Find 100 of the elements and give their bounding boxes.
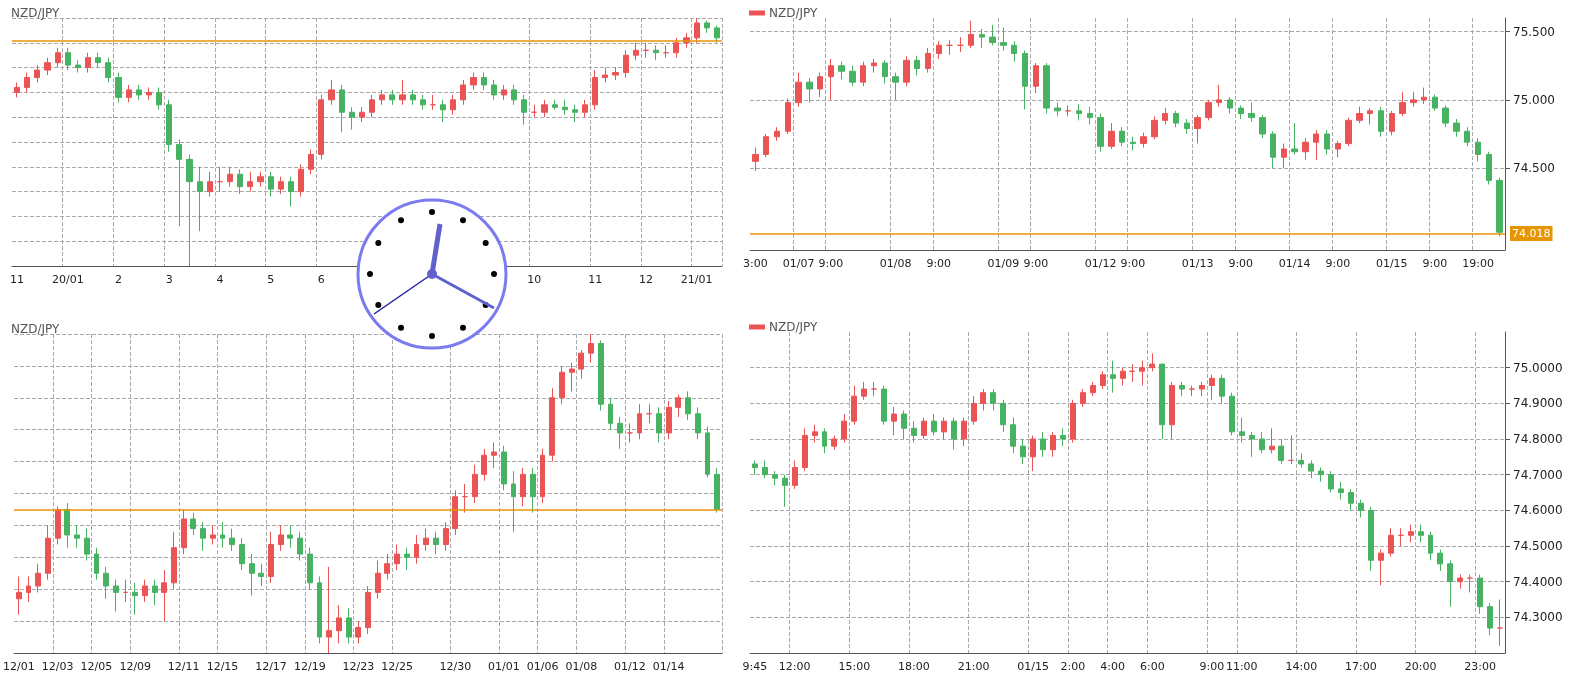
candlestick bbox=[14, 81, 20, 98]
candlestick bbox=[1348, 488, 1354, 511]
candlestick bbox=[1100, 370, 1106, 390]
candlestick bbox=[822, 427, 827, 454]
x-tick-label: 01/15 bbox=[1375, 257, 1408, 270]
x-tick-label: 9:00 bbox=[1023, 257, 1049, 270]
candlestick bbox=[75, 59, 81, 74]
candlestick bbox=[979, 28, 985, 49]
candlestick bbox=[433, 531, 439, 555]
candlestick bbox=[161, 569, 167, 622]
candlestick bbox=[921, 417, 927, 440]
candlestick bbox=[443, 521, 449, 552]
candlestick bbox=[1496, 177, 1503, 237]
candlestick bbox=[423, 528, 429, 552]
candlestick bbox=[460, 79, 466, 106]
candlestick bbox=[931, 413, 937, 436]
candlestick bbox=[971, 395, 977, 426]
candlestick bbox=[663, 44, 669, 59]
candlestick bbox=[592, 69, 598, 111]
x-tick-label: 01/08 bbox=[565, 660, 598, 673]
candlestick bbox=[26, 575, 31, 603]
candlestick bbox=[64, 502, 70, 549]
x-tick-label: 01/15 bbox=[1017, 660, 1049, 673]
y-tick-label: 74.6000 bbox=[1513, 503, 1563, 518]
x-tick-label: 5 bbox=[267, 273, 275, 286]
candlestick bbox=[404, 547, 410, 571]
candlestick bbox=[257, 171, 264, 188]
candlestick bbox=[136, 84, 142, 101]
candlestick bbox=[84, 528, 90, 561]
candlestick bbox=[588, 333, 594, 364]
candlestick bbox=[653, 44, 659, 61]
candlestick bbox=[298, 163, 304, 198]
candlestick bbox=[384, 553, 390, 581]
x-tick-label: 12/11 bbox=[167, 660, 200, 673]
candlestick bbox=[1022, 50, 1028, 110]
candlestick bbox=[399, 79, 406, 106]
x-tick-label: 10 bbox=[527, 273, 542, 286]
candlestick bbox=[1033, 62, 1039, 94]
candlestick bbox=[379, 89, 385, 106]
candlestick bbox=[501, 445, 507, 491]
x-tick-label: 12/25 bbox=[381, 660, 413, 673]
candlestick bbox=[871, 381, 877, 397]
candlestick bbox=[491, 79, 497, 101]
x-tick-label: 01/12 bbox=[614, 660, 646, 673]
candlestick bbox=[1356, 106, 1363, 124]
candlestick bbox=[812, 424, 818, 444]
candlestick bbox=[328, 79, 335, 106]
candlestick bbox=[207, 171, 213, 198]
candlestick bbox=[772, 470, 778, 486]
x-tick-label: 19:00 bbox=[1462, 257, 1494, 270]
candlestick bbox=[612, 67, 619, 81]
candlestick bbox=[307, 547, 313, 590]
x-tick-label: 01/07 bbox=[782, 257, 815, 270]
candlestick bbox=[1219, 374, 1225, 404]
x-tick-label: 11 bbox=[588, 273, 603, 286]
candlestick bbox=[817, 72, 823, 98]
candlestick bbox=[113, 579, 119, 613]
x-tick-label: 9:00 bbox=[1199, 660, 1225, 673]
candlestick bbox=[1457, 574, 1463, 590]
candlestick bbox=[569, 362, 575, 392]
candlestick bbox=[511, 470, 516, 533]
candlestick bbox=[774, 126, 780, 142]
candlestick bbox=[152, 579, 158, 606]
candlestick bbox=[268, 171, 274, 198]
candlestick bbox=[1080, 388, 1086, 408]
y-tick-label: 74.5000 bbox=[1513, 539, 1563, 553]
candlestick bbox=[608, 397, 613, 431]
candlestick bbox=[472, 464, 478, 504]
candlestick bbox=[968, 20, 974, 49]
y-tick-label: 75.500 bbox=[1513, 24, 1555, 39]
candlestick bbox=[105, 57, 111, 83]
candlestick bbox=[980, 388, 986, 411]
candlestick bbox=[365, 585, 371, 635]
x-tick-label: 01/08 bbox=[879, 257, 912, 270]
candlestick bbox=[1119, 126, 1125, 147]
candlestick bbox=[126, 84, 132, 103]
candlestick bbox=[1054, 102, 1061, 117]
candlestick bbox=[752, 147, 759, 172]
candlestick bbox=[656, 406, 662, 443]
y-tick-label: 74.8000 bbox=[1513, 432, 1563, 446]
candlestick bbox=[1087, 106, 1093, 125]
candlestick bbox=[1388, 527, 1394, 558]
candlestick bbox=[1090, 381, 1096, 397]
candlestick bbox=[1060, 427, 1066, 447]
x-tick-label: 21/01 bbox=[680, 273, 713, 286]
candlestick bbox=[326, 566, 332, 654]
candlestick bbox=[673, 37, 679, 59]
candlestick bbox=[24, 72, 30, 93]
candlestick bbox=[258, 563, 264, 587]
candlestick bbox=[559, 365, 565, 405]
x-tick-label: 17:00 bbox=[1345, 660, 1377, 673]
candlestick bbox=[990, 388, 996, 411]
candlestick bbox=[394, 544, 400, 571]
candlestick bbox=[1259, 114, 1266, 139]
candlestick bbox=[841, 413, 847, 444]
candlestick bbox=[795, 72, 802, 108]
y-tick-label: 74.7000 bbox=[1513, 467, 1563, 482]
candlestick bbox=[217, 166, 223, 193]
candlestick bbox=[860, 61, 866, 87]
candlestick bbox=[1269, 427, 1275, 454]
